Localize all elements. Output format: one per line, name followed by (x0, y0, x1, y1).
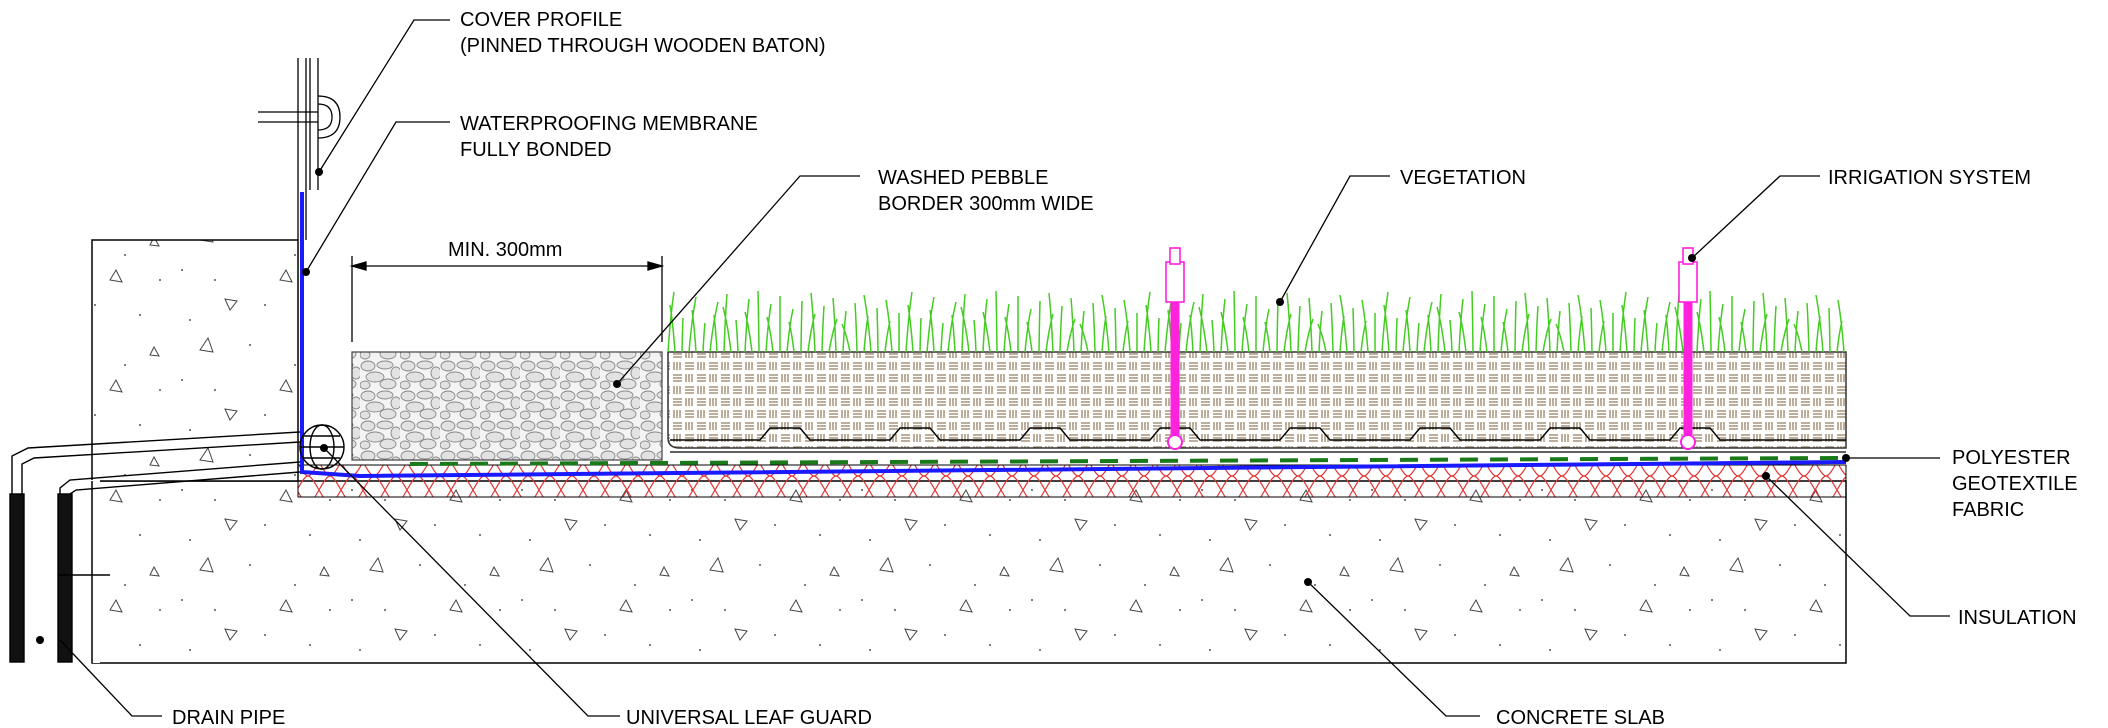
dimension-marker (349, 256, 665, 342)
label-pebble-1: WASHED PEBBLE (878, 167, 1048, 189)
dimension-label: MIN. 300mm (448, 239, 562, 261)
label-waterproofing-2: FULLY BONDED (460, 139, 612, 161)
label-cover-profile-1: COVER PROFILE (460, 9, 622, 31)
substrate-layer (667, 351, 1847, 449)
label-vegetation: VEGETATION (1400, 167, 1526, 189)
drainage-board (670, 427, 1846, 441)
label-waterproofing-1: WATERPROOFING MEMBRANE (460, 113, 758, 135)
concrete-upstand (91, 239, 299, 482)
label-drain-pipe: DRAIN PIPE (172, 707, 285, 728)
label-pebble-2: BORDER 300mm WIDE (878, 193, 1094, 215)
label-insulation: INSULATION (1958, 607, 2077, 629)
leader-dots (36, 168, 1850, 644)
leader-lines (59, 19, 1950, 717)
label-geotextile-3: FABRIC (1952, 499, 2024, 521)
irrigation-riser-1 (1165, 247, 1185, 450)
label-leaf-guard: UNIVERSAL LEAF GUARD (626, 707, 872, 728)
waterproofing-membrane (300, 192, 1847, 479)
cover-profile (258, 58, 341, 240)
label-irrigation: IRRIGATION SYSTEM (1828, 167, 2031, 189)
label-concrete-slab: CONCRETE SLAB (1496, 707, 1665, 728)
label-geotextile-2: GEOTEXTILE (1952, 473, 2078, 495)
label-cover-profile-2: (PINNED THROUGH WOODEN BATON) (460, 35, 826, 57)
drain-pipe (9, 431, 301, 663)
vegetation (667, 290, 1845, 353)
label-geotextile-1: POLYESTER (1952, 447, 2071, 469)
concrete-slab (91, 480, 1847, 664)
pebble-border (351, 351, 663, 461)
irrigation-riser-2 (1678, 247, 1698, 450)
